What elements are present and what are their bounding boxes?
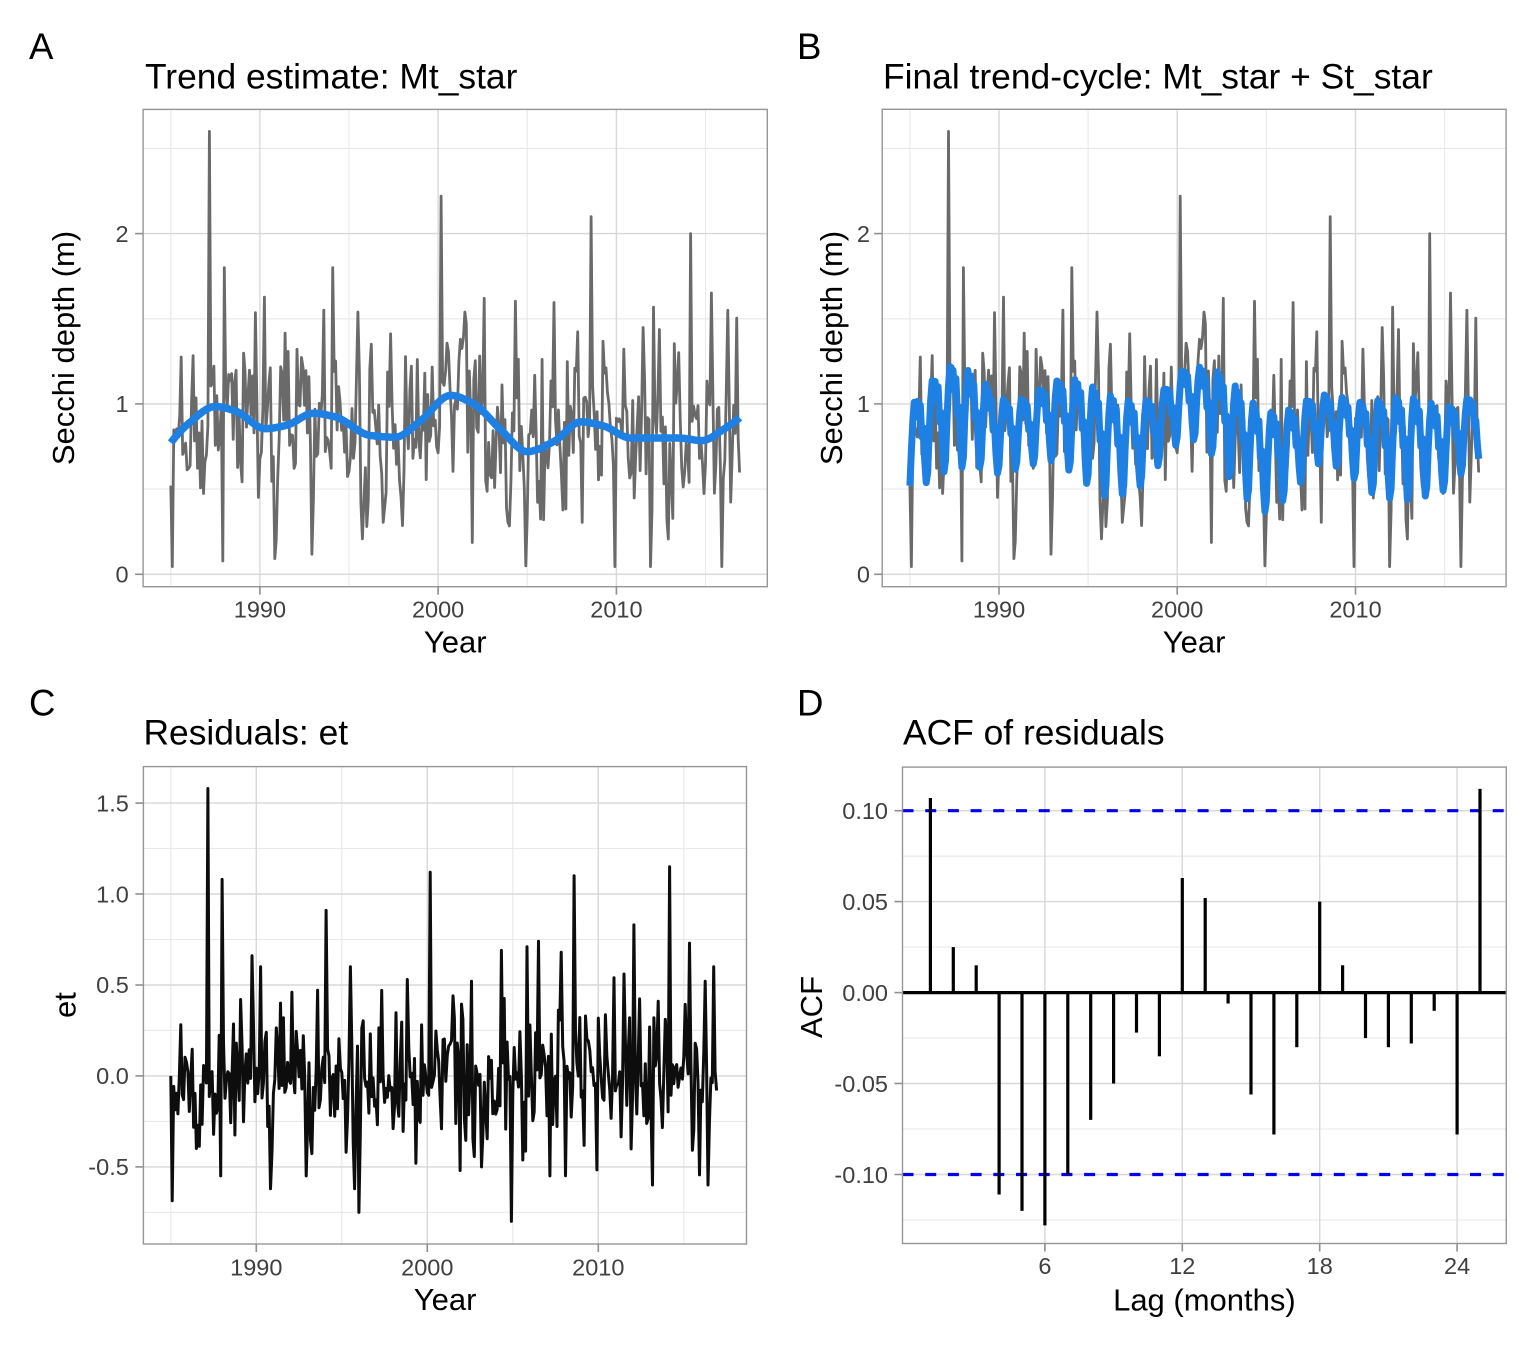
svg-text:Lag (months): Lag (months) <box>1113 1283 1296 1318</box>
svg-text:0.0: 0.0 <box>96 1063 129 1089</box>
svg-text:Year: Year <box>424 625 487 660</box>
svg-text:Trend estimate: Mt_star: Trend estimate: Mt_star <box>145 56 518 96</box>
svg-text:2000: 2000 <box>401 1255 453 1281</box>
svg-text:1.5: 1.5 <box>96 790 129 816</box>
svg-text:2010: 2010 <box>572 1255 624 1281</box>
svg-text:24: 24 <box>1444 1253 1470 1279</box>
svg-text:12: 12 <box>1169 1253 1195 1279</box>
svg-text:2: 2 <box>857 221 870 247</box>
svg-text:Final trend-cycle: Mt_star + S: Final trend-cycle: Mt_star + St_star <box>883 56 1433 96</box>
svg-text:2000: 2000 <box>412 597 464 623</box>
svg-text:Year: Year <box>1163 625 1226 660</box>
svg-text:ACF of residuals: ACF of residuals <box>903 713 1165 753</box>
svg-text:1: 1 <box>116 391 129 417</box>
svg-text:0.10: 0.10 <box>842 798 888 824</box>
svg-text:0.00: 0.00 <box>842 980 888 1006</box>
svg-text:6: 6 <box>1038 1253 1051 1279</box>
svg-text:1.0: 1.0 <box>96 881 129 907</box>
svg-text:C: C <box>29 683 55 724</box>
svg-text:2010: 2010 <box>590 597 642 623</box>
svg-text:Secchi depth (m): Secchi depth (m) <box>46 231 81 465</box>
svg-text:1: 1 <box>857 391 870 417</box>
svg-text:2: 2 <box>116 221 129 247</box>
svg-text:1990: 1990 <box>234 597 286 623</box>
svg-text:2010: 2010 <box>1329 597 1381 623</box>
svg-text:-0.05: -0.05 <box>834 1071 888 1097</box>
svg-text:ACF: ACF <box>794 976 829 1038</box>
svg-text:B: B <box>797 26 821 67</box>
svg-text:2000: 2000 <box>1151 597 1203 623</box>
svg-text:1990: 1990 <box>230 1255 282 1281</box>
svg-text:Residuals: et: Residuals: et <box>144 713 349 753</box>
svg-text:Secchi depth (m): Secchi depth (m) <box>814 231 849 465</box>
svg-text:A: A <box>29 26 54 67</box>
svg-text:0: 0 <box>857 562 870 588</box>
svg-text:0: 0 <box>116 562 129 588</box>
svg-text:-0.5: -0.5 <box>88 1154 129 1180</box>
svg-text:et: et <box>48 992 83 1018</box>
svg-text:0.05: 0.05 <box>842 889 888 915</box>
svg-text:D: D <box>797 683 823 724</box>
svg-text:-0.10: -0.10 <box>834 1162 888 1188</box>
svg-text:0.5: 0.5 <box>96 972 129 998</box>
svg-text:18: 18 <box>1307 1253 1333 1279</box>
svg-text:Year: Year <box>414 1282 477 1317</box>
svg-text:1990: 1990 <box>973 597 1025 623</box>
